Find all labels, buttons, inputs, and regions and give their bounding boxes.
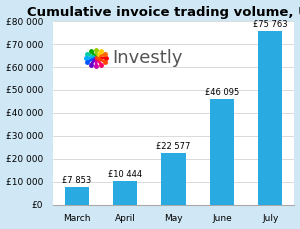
Bar xyxy=(161,153,186,205)
Text: £10 444: £10 444 xyxy=(108,170,142,179)
Text: £7 853: £7 853 xyxy=(62,176,92,185)
Text: Investly: Investly xyxy=(112,49,183,67)
Bar xyxy=(258,31,282,205)
Title: Cumulative invoice trading volume, UK: Cumulative invoice trading volume, UK xyxy=(28,5,300,19)
Text: £22 577: £22 577 xyxy=(156,142,191,151)
Bar xyxy=(65,187,89,205)
Text: £46 095: £46 095 xyxy=(205,88,239,97)
Bar xyxy=(210,99,234,205)
Bar xyxy=(113,181,137,205)
Text: £75 763: £75 763 xyxy=(253,20,288,29)
